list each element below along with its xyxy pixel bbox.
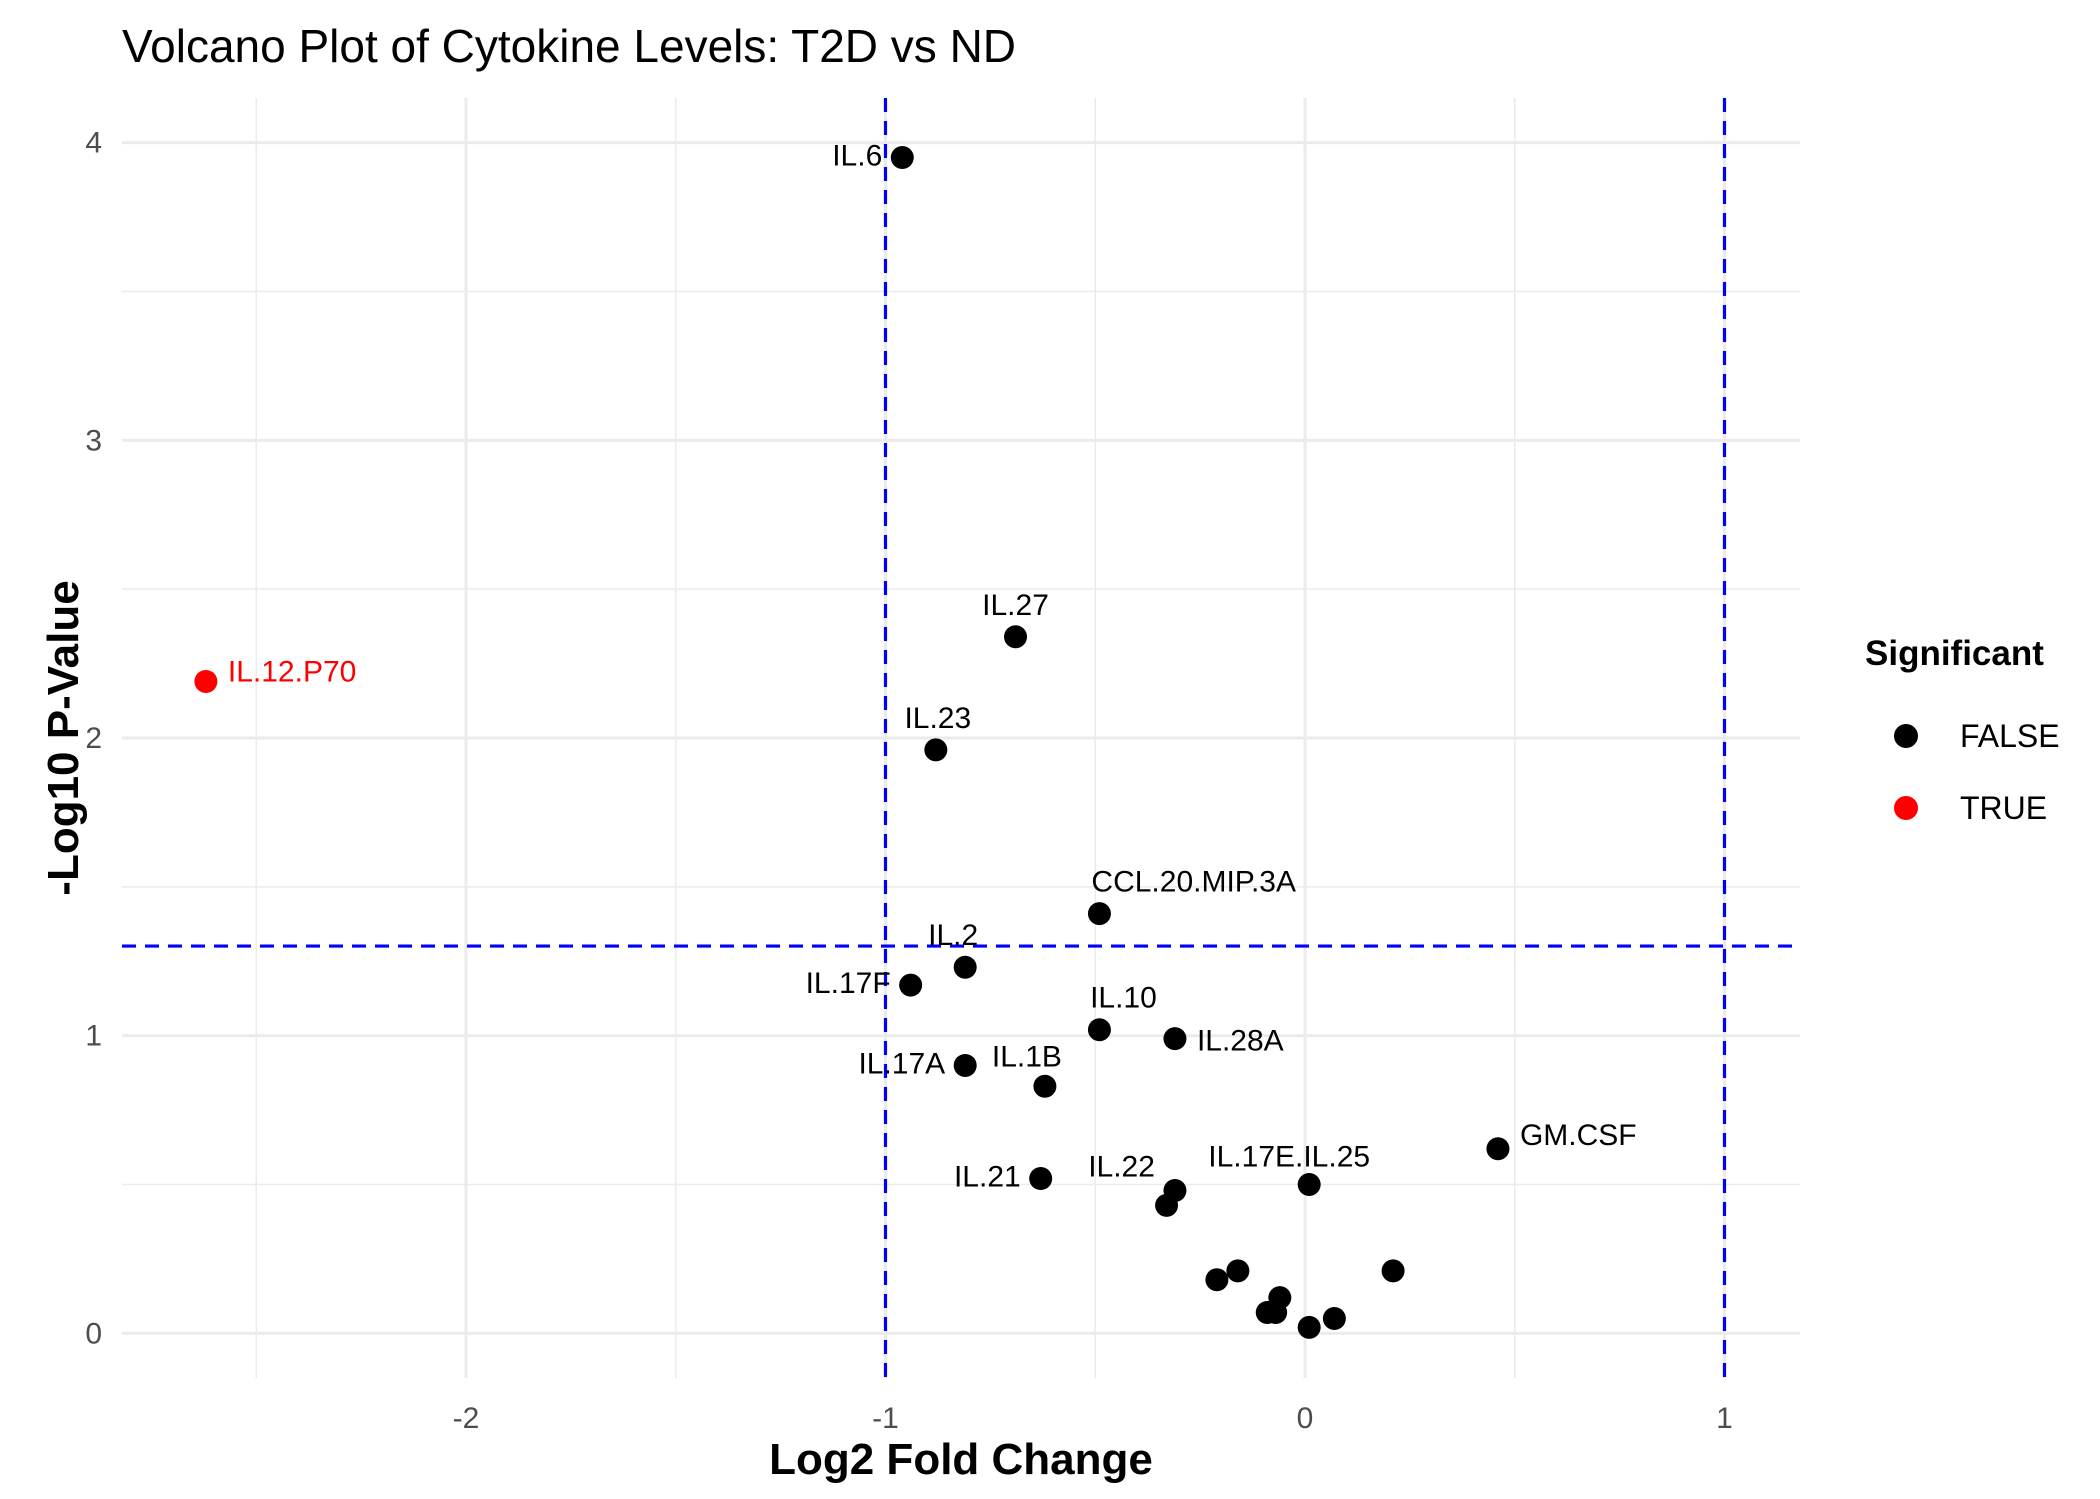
point-il-12-p70-label: IL.12.P70: [228, 655, 356, 688]
legend-key-false: [1894, 724, 1918, 748]
y-tick-label: 3: [85, 424, 102, 457]
legend-title: Significant: [1865, 634, 2044, 673]
point-il-1b-label: IL.1B: [992, 1040, 1062, 1073]
point-il-28a-label: IL.28A: [1197, 1025, 1284, 1058]
grid: [122, 98, 1800, 1378]
y-tick-label: 2: [85, 722, 102, 755]
point-il-17a-label: IL.17A: [858, 1047, 945, 1080]
legend-label-true: TRUE: [1960, 790, 2047, 826]
point-il-23-label: IL.23: [904, 702, 971, 735]
y-axis-label: -Log10 P-Value: [39, 580, 88, 895]
point-il-17a: [953, 1053, 977, 1077]
point-unlabeled: [1205, 1268, 1229, 1292]
point-il-10: [1087, 1018, 1111, 1042]
x-tick-label: 0: [1297, 1402, 1314, 1435]
point-ccl-20-mip-3a: [1087, 902, 1111, 926]
point-il-10-label: IL.10: [1090, 982, 1157, 1015]
x-tick-label: -2: [453, 1402, 480, 1435]
chart-title: Volcano Plot of Cytokine Levels: T2D vs …: [122, 20, 1016, 72]
axis-ticks: -2 -1 0 1 0 1 2 3 4: [85, 127, 1733, 1435]
point-gm-csf: [1486, 1137, 1510, 1161]
legend-label-false: FALSE: [1960, 718, 2060, 754]
point-il-6: [890, 146, 914, 170]
point-il-17f: [899, 973, 923, 997]
point-il-1b: [1033, 1074, 1057, 1098]
point-unlabeled: [1297, 1315, 1321, 1339]
point-il-23: [924, 738, 948, 762]
point-unlabeled: [1226, 1259, 1250, 1283]
point-il-17f-label: IL.17F: [806, 967, 891, 1000]
point-unlabeled: [1381, 1259, 1405, 1283]
legend-key-true: [1894, 796, 1918, 820]
point-il-21: [1029, 1167, 1053, 1191]
x-axis-label: Log2 Fold Change: [769, 1435, 1153, 1484]
point-il-21-label: IL.21: [954, 1161, 1021, 1194]
point-il-2-label: IL.2: [928, 919, 978, 952]
point-unlabeled: [1264, 1301, 1288, 1325]
point-il-17e-il-25-label: IL.17E.IL.25: [1208, 1141, 1370, 1174]
y-tick-label: 0: [85, 1317, 102, 1350]
point-il-22-label: IL.22: [1088, 1150, 1155, 1183]
point-il-12-p70: [194, 669, 218, 693]
point-ccl-20-mip-3a-label: CCL.20.MIP.3A: [1091, 866, 1296, 899]
point-il-6-label: IL.6: [832, 140, 882, 173]
x-tick-label: 1: [1716, 1402, 1733, 1435]
data-points: [194, 146, 1510, 1339]
point-labels: IL.6 IL.27 IL.12.P70 IL.23 CCL.20.MIP.3A IL.2…: [228, 140, 1637, 1194]
point-il-28a: [1163, 1027, 1187, 1051]
point-il-2: [953, 955, 977, 979]
point-unlabeled: [1155, 1193, 1179, 1217]
y-tick-label: 1: [85, 1020, 102, 1053]
point-unlabeled: [1322, 1306, 1346, 1330]
point-gm-csf-label: GM.CSF: [1520, 1119, 1637, 1152]
point-il-27: [1004, 625, 1028, 649]
legend: Significant FALSE TRUE: [1865, 634, 2060, 826]
threshold-lines: [122, 98, 1800, 1378]
point-il-27-label: IL.27: [982, 589, 1049, 622]
x-tick-label: -1: [872, 1402, 899, 1435]
y-tick-label: 4: [85, 127, 102, 160]
point-il-17e-il-25: [1297, 1173, 1321, 1197]
